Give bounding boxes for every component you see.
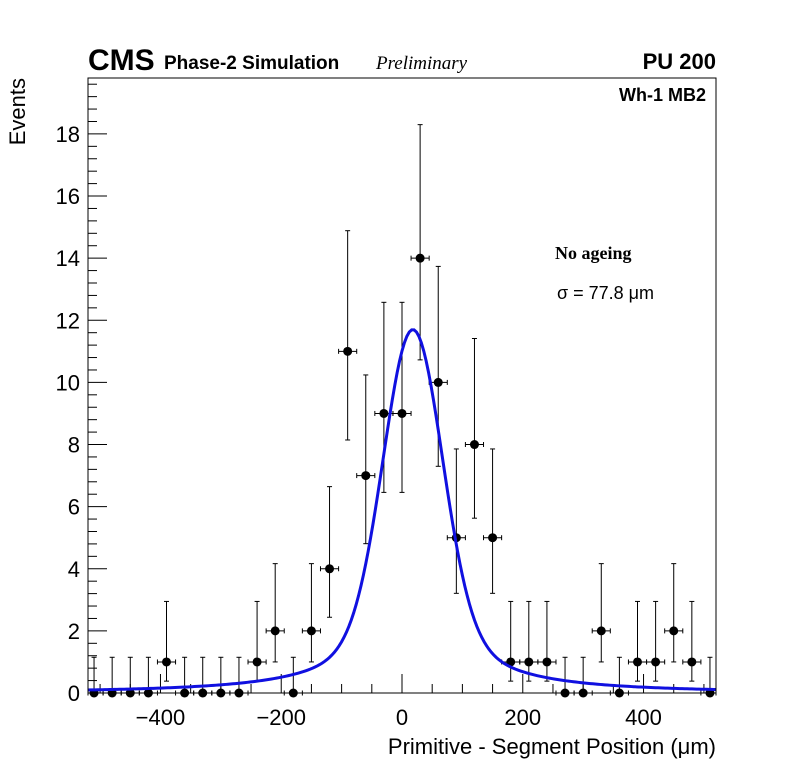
y-tick-label: 16 [56,184,80,209]
data-marker [270,626,280,636]
y-axis-title: Events [5,78,30,145]
data-point [591,563,611,663]
data-marker [651,657,661,667]
y-axis: 0 2 4 6 8 10 12 14 16 18 [56,83,107,706]
data-point [410,124,430,361]
preliminary-label: Preliminary [375,53,468,74]
data-marker [687,657,697,667]
data-marker [488,533,498,543]
x-tick-label: 200 [504,705,541,730]
data-marker [633,657,642,667]
data-marker [542,657,552,667]
data-marker [306,626,316,636]
x-tick-label: 400 [625,705,662,730]
data-point [664,563,684,663]
y-tick-label: 6 [68,495,80,520]
data-point [483,448,503,594]
region-label: Wh-1 MB2 [619,85,706,105]
data-point [229,656,249,698]
x-tick-label: 0 [396,705,408,730]
data-point [338,230,358,441]
data-point [356,374,376,545]
data-points [87,124,717,698]
sigma-label: σ = 77.8 μm [557,283,654,303]
fit-curve [87,328,717,692]
data-point [627,600,648,682]
simulation-label: Phase-2 Simulation [164,53,339,74]
x-tick-label: −400 [136,705,186,730]
y-tick-label: 0 [68,681,80,706]
data-point [646,600,666,682]
data-point [537,600,557,682]
y-tick-label: 4 [68,557,80,582]
plot-frame [87,77,717,694]
data-marker [162,657,171,667]
data-point [700,656,717,698]
y-tick-label: 8 [68,433,80,458]
data-marker [415,253,425,263]
data-marker [343,346,353,356]
data-marker [469,440,479,450]
data-marker [397,408,407,418]
x-axis: −400 −200 0 200 400 [99,674,705,730]
x-tick-label: −200 [256,705,306,730]
data-point [392,301,412,493]
data-point [138,656,158,698]
data-point [464,337,485,519]
data-marker [669,626,679,636]
data-point [265,563,285,663]
data-point [120,656,140,698]
data-point [301,563,321,663]
pileup-label: PU 200 [643,49,716,74]
data-point [156,600,177,682]
data-point [87,656,104,698]
data-point [519,600,539,682]
y-tick-label: 2 [68,619,80,644]
data-marker [325,564,335,574]
data-marker [433,377,443,387]
data-point [102,656,122,698]
data-point [211,656,231,698]
data-marker [361,471,371,481]
x-axis-title: Primitive - Segment Position (μm) [388,734,716,759]
data-point [573,656,593,698]
data-point [319,486,340,618]
y-tick-label: 10 [56,370,80,395]
y-tick-label: 18 [56,122,80,147]
data-point [555,656,575,698]
annotation-label: No ageing [555,243,632,263]
experiment-label: CMS [88,44,155,77]
y-tick-label: 14 [56,246,80,271]
data-marker [524,657,534,667]
data-point [247,600,267,682]
data-point [682,600,702,682]
data-marker [596,626,606,636]
y-tick-label: 12 [56,308,80,333]
data-marker [379,408,389,418]
data-marker [252,657,262,667]
data-point [193,656,213,698]
